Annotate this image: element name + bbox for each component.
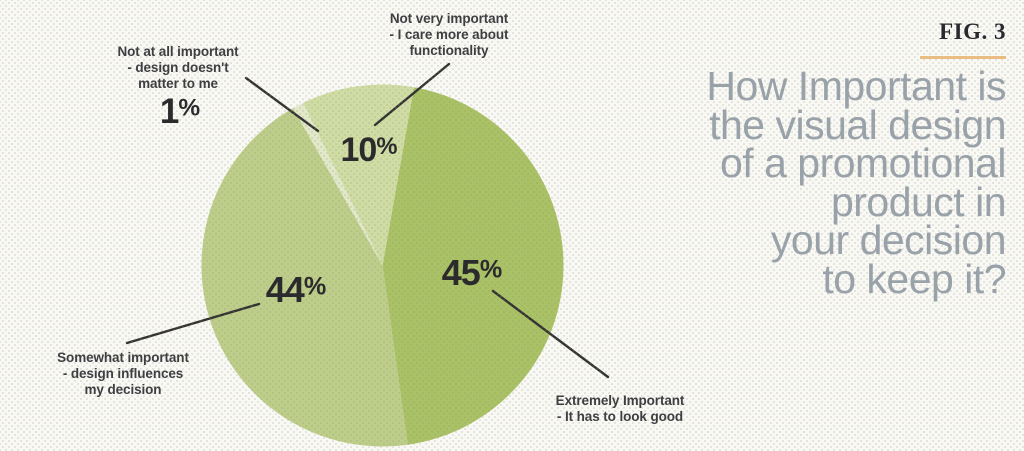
pie-slices	[201, 84, 564, 447]
callout-label-not-very: Not very important - I care more about f…	[389, 11, 509, 58]
pie-slice-1	[201, 108, 408, 447]
leader-lines	[125, 62, 610, 379]
value-label-10-percent: 10%	[340, 131, 398, 169]
value-label-44-percent: 44%	[265, 269, 327, 310]
leader-line-not-very	[373, 62, 451, 127]
leader-line-somewhat	[125, 302, 261, 345]
callout-label-not-at-all: Not at all important - design doesn't ma…	[117, 44, 239, 91]
accent-rule	[920, 56, 1006, 59]
leader-line-not-at-all	[244, 76, 320, 133]
figure-number-label: FIG. 3	[939, 19, 1006, 44]
leader-line-extremely	[491, 289, 610, 379]
callout-label-extremely: Extremely Important - It has to look goo…	[555, 393, 685, 424]
value-label-1-percent: 1%	[159, 92, 201, 131]
pie-slice-2	[293, 102, 383, 266]
callout-label-somewhat: Somewhat important - design influences m…	[57, 350, 189, 397]
percent-sign: %	[376, 132, 398, 160]
percent-sign: %	[479, 255, 503, 284]
percent-sign: %	[178, 94, 201, 122]
value-label-45-percent: 45%	[441, 252, 503, 293]
pie-slice-3	[303, 84, 414, 266]
percent-sign: %	[303, 272, 327, 301]
pie-slice-0	[382, 87, 564, 445]
chart-question-title: How Important is the visual design of a …	[706, 63, 1006, 302]
